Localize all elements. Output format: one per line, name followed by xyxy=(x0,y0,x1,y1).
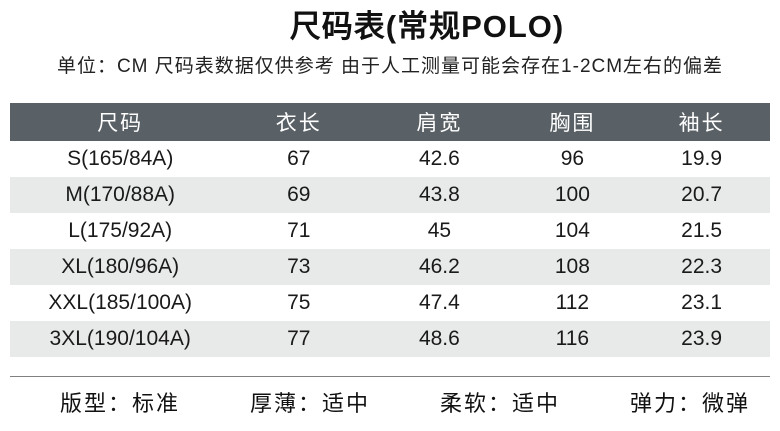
table-cell: 43.8 xyxy=(418,183,460,206)
table-cell: 48.6 xyxy=(418,327,460,350)
attribute-fit: 版型：标准 xyxy=(60,391,181,416)
table-cell: 46.2 xyxy=(418,255,460,278)
table-cell: 67 xyxy=(287,147,311,170)
table-cell: 69 xyxy=(287,183,311,206)
table-cell: XXL(185/100A) xyxy=(48,291,192,314)
table-cell: 96 xyxy=(560,147,585,170)
header-cell-shoulder: 肩宽 xyxy=(367,103,512,141)
table-cell: S(165/84A) xyxy=(67,147,174,170)
unit-note: 单位：CM 尺码表数据仅供参考 由于人工测量可能会存在1-2CM左右的偏差 xyxy=(56,56,724,77)
table-row: S(165/84A) 67 42.6 96 19.9 xyxy=(10,141,770,177)
size-chart-page: 尺码表(常规POLO) 单位：CM 尺码表数据仅供参考 由于人工测量可能会存在1… xyxy=(0,8,780,431)
attribute-softness: 柔软：适中 xyxy=(439,391,560,416)
attribute-thickness: 厚薄：适中 xyxy=(249,391,370,416)
fabric-attributes: 版型：标准 厚薄：适中 柔软：适中 弹力：微弹 xyxy=(0,390,780,418)
table-cell: 77 xyxy=(287,327,311,350)
table-cell: 73 xyxy=(287,255,311,278)
table-header-row: 尺码 衣长 肩宽 胸围 袖长 xyxy=(10,103,770,141)
table-cell: 23.1 xyxy=(681,291,723,314)
size-table: 尺码 衣长 肩宽 胸围 袖长 S(165/84A) 67 42.6 96 19.… xyxy=(10,103,770,357)
table-cell: 100 xyxy=(554,183,590,206)
table-cell: 19.9 xyxy=(681,147,723,170)
table-cell: 22.3 xyxy=(681,255,723,278)
table-row: L(175/92A) 71 45 104 21.5 xyxy=(10,213,770,249)
table-cell: 116 xyxy=(555,327,590,350)
table-cell: L(175/92A) xyxy=(68,219,173,242)
attribute-stretch: 弹力：微弹 xyxy=(629,391,750,416)
table-row: XL(180/96A) 73 46.2 108 22.3 xyxy=(10,249,770,285)
table-cell: 112 xyxy=(555,291,590,314)
table-cell: 21.5 xyxy=(681,219,723,242)
table-cell: XL(180/96A) xyxy=(61,255,180,278)
header-cell-chest: 胸围 xyxy=(511,103,634,141)
header-cell-size: 尺码 xyxy=(10,103,231,141)
table-cell: 104 xyxy=(554,219,590,242)
page-title: 尺码表(常规POLO) xyxy=(289,9,565,44)
table-row: XXL(185/100A) 75 47.4 112 23.1 xyxy=(10,285,770,321)
table-cell: 47.4 xyxy=(418,291,460,314)
header-cell-length: 衣长 xyxy=(230,103,368,141)
header-cell-sleeve: 袖长 xyxy=(633,103,770,141)
table-cell: 108 xyxy=(554,255,590,278)
table-cell: 23.9 xyxy=(681,327,723,350)
table-cell: 45 xyxy=(427,219,452,242)
table-cell: M(170/88A) xyxy=(65,183,176,206)
table-row: 3XL(190/104A) 77 48.6 116 23.9 xyxy=(10,321,770,357)
table-cell: 20.7 xyxy=(681,183,723,206)
table-cell: 3XL(190/104A) xyxy=(49,327,191,350)
footer-divider xyxy=(10,376,770,377)
table-row: M(170/88A) 69 43.8 100 20.7 xyxy=(10,177,770,213)
table-cell: 75 xyxy=(287,291,311,314)
table-cell: 42.6 xyxy=(418,147,460,170)
table-cell: 71 xyxy=(287,219,311,242)
